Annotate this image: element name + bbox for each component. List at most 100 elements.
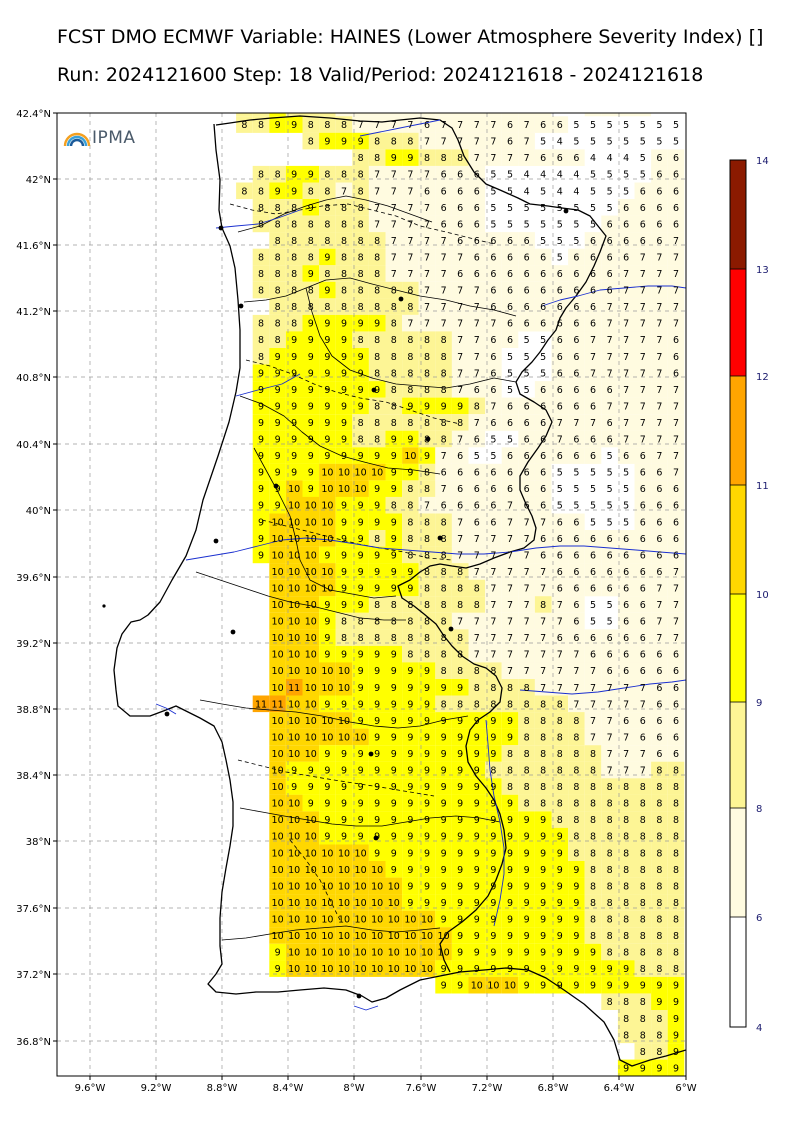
grid-value: 9 <box>358 319 364 330</box>
grid-value: 6 <box>623 617 629 628</box>
grid-value: 8 <box>590 799 596 810</box>
grid-cell <box>534 563 552 580</box>
grid-cell <box>501 910 519 928</box>
grid-value: 10 <box>305 650 317 661</box>
grid-cell <box>551 116 569 133</box>
grid-cell <box>501 877 519 895</box>
grid-value: 9 <box>424 749 430 760</box>
grid-value: 9 <box>524 981 530 992</box>
grid-value: 9 <box>441 683 447 694</box>
grid-value: 9 <box>507 865 513 876</box>
grid-value: 7 <box>524 600 530 611</box>
grid-value: 6 <box>474 236 480 247</box>
grid-value: 8 <box>557 766 563 777</box>
grid-value: 6 <box>474 253 480 264</box>
grid-value: 9 <box>391 865 397 876</box>
grid-cell <box>402 397 419 415</box>
grid-cell <box>568 712 585 729</box>
grid-cell <box>468 629 486 646</box>
grid-value: 8 <box>291 269 297 280</box>
grid-cell <box>435 314 452 332</box>
grid-value: 10 <box>321 468 333 479</box>
grid-cell <box>568 728 585 746</box>
grid-value: 8 <box>656 1047 662 1058</box>
grid-value: 8 <box>607 931 613 942</box>
grid-cell <box>335 645 353 663</box>
grid-cell <box>667 679 685 696</box>
grid-value: 6 <box>524 451 530 462</box>
grid-cell <box>501 447 519 464</box>
grid-cell <box>534 794 552 812</box>
grid-value: 8 <box>291 286 297 297</box>
grid-value: 9 <box>324 766 330 777</box>
grid-cell <box>451 778 469 795</box>
grid-value: 10 <box>321 666 333 677</box>
grid-value: 9 <box>441 716 447 727</box>
grid-value: 6 <box>507 236 513 247</box>
grid-value: 9 <box>490 964 496 975</box>
grid-value: 6 <box>540 302 546 313</box>
grid-value: 8 <box>640 898 646 909</box>
grid-value: 8 <box>391 286 397 297</box>
grid-cell <box>617 113 635 117</box>
grid-cell <box>285 496 303 514</box>
grid-cell <box>551 447 569 464</box>
grid-cell <box>402 496 419 514</box>
grid-value: 11 <box>288 683 300 694</box>
grid-cell <box>534 496 552 514</box>
grid-cell <box>667 199 685 216</box>
grid-cell <box>368 844 386 862</box>
grid-cell <box>551 894 569 911</box>
grid-value: 4 <box>524 170 530 181</box>
grid-value: 7 <box>557 435 563 446</box>
grid-value: 9 <box>524 964 530 975</box>
grid-value: 9 <box>474 848 480 859</box>
grid-value: 10 <box>321 848 333 859</box>
grid-cell <box>518 662 535 679</box>
grid-cell <box>385 165 403 183</box>
grid-value: 7 <box>474 617 480 628</box>
grid-value: 8 <box>407 418 413 429</box>
grid-cell <box>302 695 320 713</box>
grid-cell <box>368 348 386 365</box>
grid-value: 9 <box>391 832 397 843</box>
lat-tick-label: 38.4°N <box>16 771 51 782</box>
grid-cell <box>319 579 336 597</box>
grid-value: 9 <box>441 881 447 892</box>
grid-cell <box>252 182 270 200</box>
grid-value: 9 <box>391 451 397 462</box>
grid-value: 5 <box>590 137 596 148</box>
grid-value: 6 <box>607 435 613 446</box>
grid-cell <box>551 728 569 746</box>
grid-cell <box>418 827 436 845</box>
grid-cell <box>402 248 419 266</box>
grid-cell <box>435 364 452 382</box>
grid-value: 7 <box>441 286 447 297</box>
grid-cell <box>534 827 552 845</box>
grid-value: 8 <box>441 153 447 164</box>
grid-cell <box>352 579 369 597</box>
grid-cell <box>285 861 303 878</box>
grid-cell <box>385 579 403 597</box>
grid-value: 7 <box>524 617 530 628</box>
grid-value: 9 <box>474 716 480 727</box>
grid-cell <box>584 645 602 663</box>
grid-value: 9 <box>607 964 613 975</box>
grid-value: 8 <box>241 186 247 197</box>
grid-value: 10 <box>355 468 367 479</box>
grid-value: 6 <box>623 104 629 115</box>
grid-value: 6 <box>573 451 579 462</box>
grid-cell <box>352 546 369 564</box>
grid-value: 7 <box>623 766 629 777</box>
grid-value: 9 <box>457 881 463 892</box>
grid-value: 7 <box>391 236 397 247</box>
grid-value: 8 <box>308 137 314 148</box>
grid-cell <box>335 414 353 431</box>
grid-value: 5 <box>540 203 546 214</box>
grid-cell <box>319 861 336 878</box>
grid-cell <box>418 662 436 679</box>
grid-value: 8 <box>391 385 397 396</box>
grid-cell <box>601 215 618 233</box>
colorbar-tick-label: 13 <box>756 265 769 276</box>
grid-cell <box>634 1043 652 1060</box>
